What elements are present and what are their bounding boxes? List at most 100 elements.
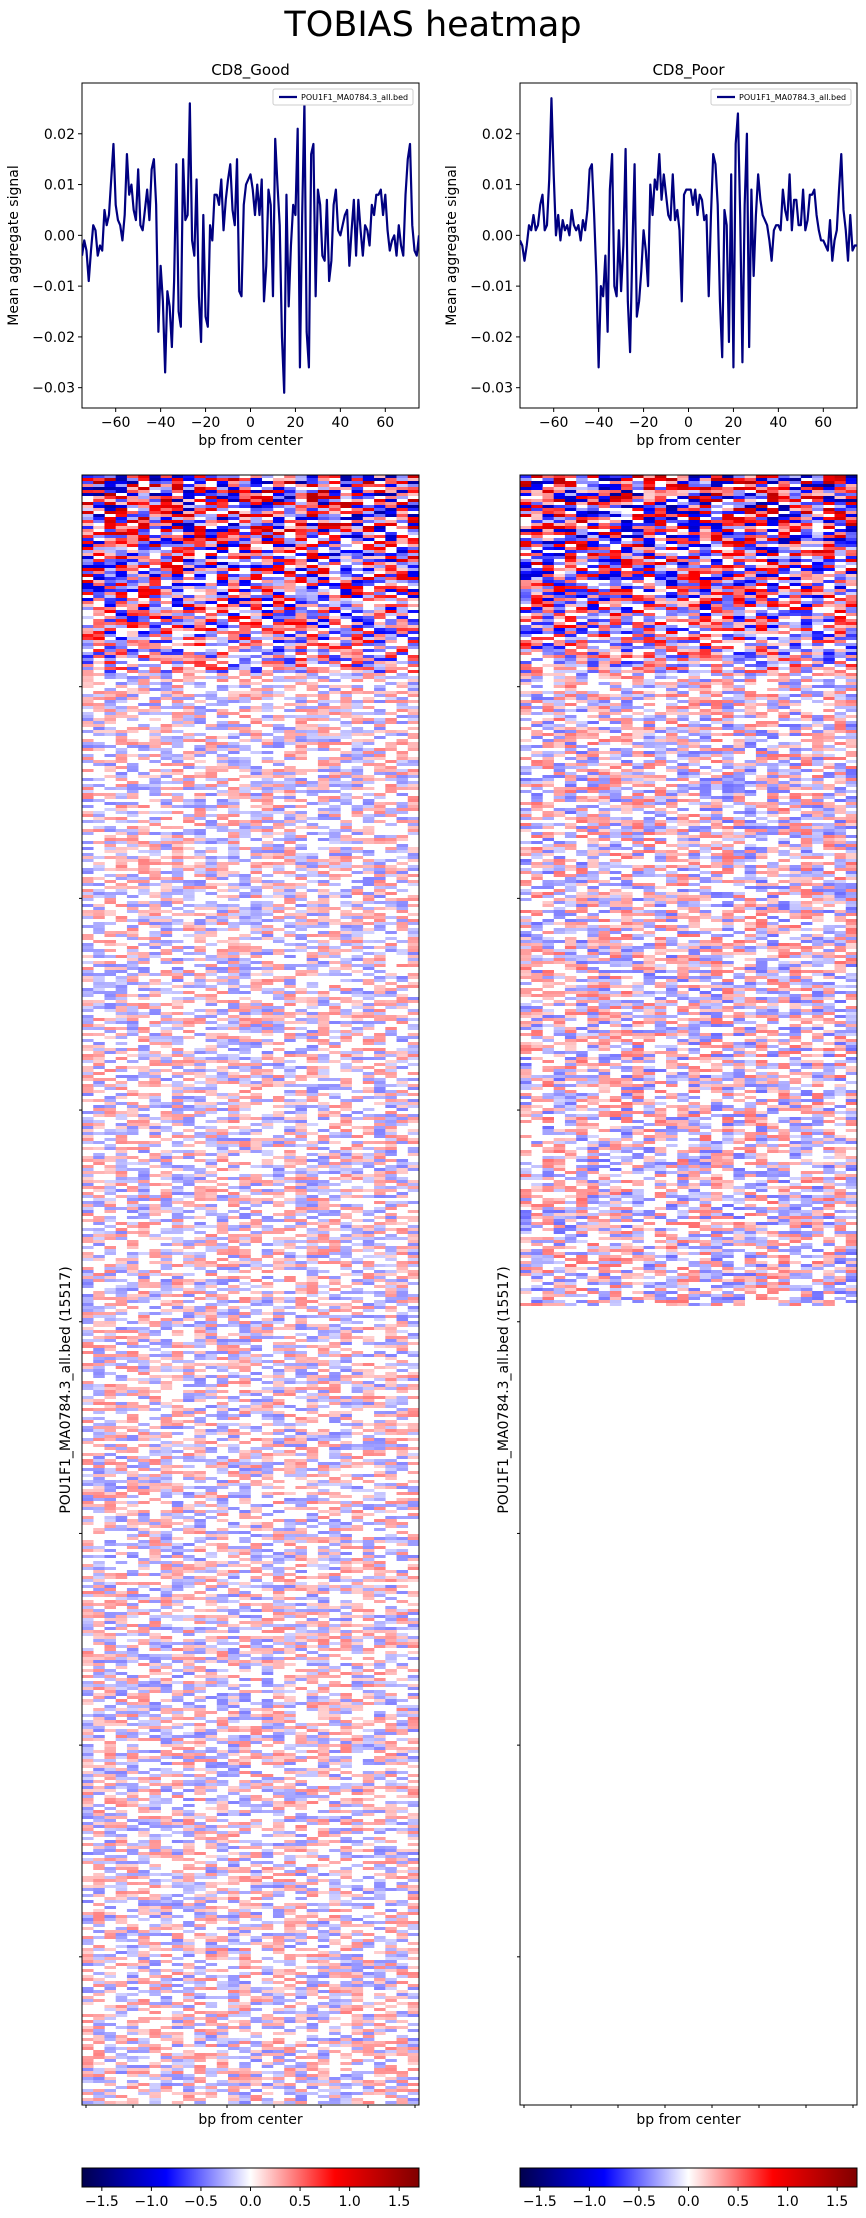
heatmap-cell [93, 637, 105, 640]
heatmap-cell [250, 904, 263, 907]
heatmap-cell [194, 499, 206, 502]
heatmap-cell [239, 1078, 251, 1081]
x-tick-label: −20 [629, 415, 659, 431]
heatmap-cell [104, 1084, 116, 1087]
heatmap-cell [239, 727, 251, 730]
heatmap-cell [284, 571, 296, 574]
heatmap-cell [126, 1114, 139, 1117]
heatmap-cell [239, 502, 251, 505]
heatmap-cell [183, 676, 195, 679]
heatmap-cell [82, 961, 94, 964]
heatmap-cell [239, 1117, 251, 1120]
heatmap-cell [261, 949, 274, 952]
heatmap-cell [351, 1066, 364, 1069]
heatmap-cell [250, 853, 263, 856]
heatmap-cell [239, 910, 251, 913]
heatmap-cell [171, 730, 184, 733]
heatmap-cell [374, 574, 386, 577]
heatmap-cell [228, 757, 240, 760]
heatmap-cell [160, 1138, 173, 1141]
heatmap-cell [138, 1084, 150, 1087]
heatmap-cell [261, 1030, 274, 1033]
heatmap-cell [82, 757, 94, 760]
heatmap-cell [82, 484, 94, 487]
heatmap-cell [104, 538, 116, 541]
heatmap-cell [396, 919, 409, 922]
heatmap-cell [329, 559, 341, 562]
heatmap-cell [374, 1033, 386, 1036]
heatmap-cell [329, 520, 341, 523]
heatmap-cell [194, 835, 206, 838]
heatmap-cell [306, 505, 319, 508]
heatmap-cell [216, 1108, 229, 1111]
heatmap-cell [272, 583, 285, 586]
heatmap-cell [228, 1000, 240, 1003]
heatmap-cell [351, 856, 364, 859]
heatmap-cell [115, 1018, 128, 1021]
heatmap-cell [183, 712, 195, 715]
heatmap-cell [216, 883, 229, 886]
heatmap-cell [306, 682, 319, 685]
heatmap-cell [396, 496, 409, 499]
heatmap-cell [171, 949, 184, 952]
heatmap-cell [329, 1165, 341, 1168]
heatmap-cell [194, 721, 206, 724]
heatmap-cell [171, 835, 184, 838]
heatmap-cell [239, 1045, 251, 1048]
heatmap-cell [194, 604, 206, 607]
heatmap-cell [261, 769, 274, 772]
heatmap-cell [160, 1153, 173, 1156]
heatmap-cell [126, 652, 139, 655]
heatmap-cell [272, 904, 285, 907]
heatmap-cell [351, 508, 364, 511]
heatmap-cell [205, 838, 218, 841]
heatmap-cell [317, 610, 330, 613]
heatmap-cell [351, 889, 364, 892]
heatmap-cell [216, 1132, 229, 1135]
heatmap-cell [261, 991, 274, 994]
heatmap-cell [138, 541, 150, 544]
heatmap-cell [407, 706, 420, 709]
heatmap-cell [160, 1015, 173, 1018]
heatmap-cell [272, 535, 285, 538]
heatmap-cell [171, 523, 184, 526]
heatmap-cell [385, 811, 397, 814]
legend-box [272, 88, 414, 106]
heatmap-cell [126, 559, 139, 562]
heatmap-cell [115, 805, 128, 808]
heatmap-cell [385, 745, 397, 748]
heatmap-cell [138, 535, 150, 538]
heatmap-cell [272, 964, 285, 967]
heatmap-cell [396, 1081, 409, 1084]
heatmap-cell [329, 760, 341, 763]
heatmap-cell [138, 994, 150, 997]
heatmap-cell [82, 1174, 94, 1177]
heatmap-cell [160, 757, 173, 760]
heatmap-cell [93, 514, 105, 517]
heatmap-cell [93, 682, 105, 685]
heatmap-cell [362, 517, 375, 520]
heatmap-cell [171, 1060, 184, 1063]
heatmap-cell [329, 841, 341, 844]
heatmap-cell [194, 481, 206, 484]
heatmap-cell [138, 673, 150, 676]
heatmap-cell [329, 553, 341, 556]
heatmap-cell [171, 1036, 184, 1039]
heatmap-cell [149, 754, 161, 757]
heatmap-cell [82, 976, 94, 979]
heatmap-cell [407, 484, 420, 487]
heatmap-cell [362, 850, 375, 853]
heatmap-cell [385, 982, 397, 985]
heatmap-cell [407, 1072, 420, 1075]
heatmap-cell [228, 649, 240, 652]
heatmap-cell [351, 964, 364, 967]
heatmap-cell [362, 1165, 375, 1168]
heatmap-cell [272, 604, 285, 607]
heatmap-cell [385, 994, 397, 997]
heatmap-cell [272, 577, 285, 580]
heatmap-cell [317, 1021, 330, 1024]
heatmap-cell [306, 643, 319, 646]
heatmap-cell [104, 838, 116, 841]
heatmap-cell [407, 580, 420, 583]
heatmap-cell [272, 775, 285, 778]
